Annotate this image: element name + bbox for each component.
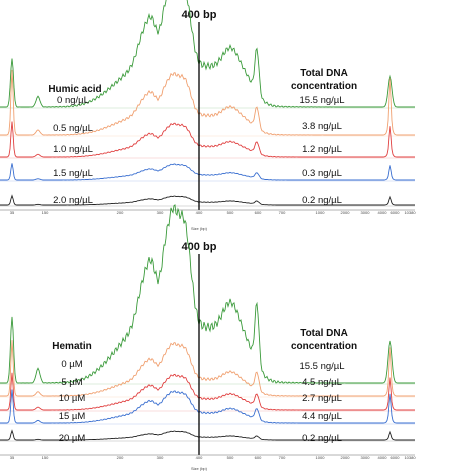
marker-label: 400 bp — [182, 9, 217, 21]
trace-line — [0, 389, 415, 424]
right-header-line1: Total DNA — [300, 328, 348, 339]
left-header: Hematin — [52, 341, 91, 352]
x-tick-label: 150 — [42, 210, 49, 215]
x-tick-label: 1000 — [316, 455, 326, 460]
trace-line — [0, 121, 415, 158]
trace-line — [0, 429, 415, 441]
concentration-label: 4.4 ng/µL — [302, 411, 342, 422]
concentration-label: 0.3 ng/µL — [302, 168, 342, 179]
x-tick-label: 10380 — [404, 455, 416, 460]
hematin-panel: 400 bp 35 150 200 300 400 500 600 700 1000 2000 30… — [0, 204, 416, 471]
x-tick-label: 500 — [227, 455, 234, 460]
series-name-label: 0.5 ng/µL — [53, 123, 93, 134]
x-tick-label: 400 — [196, 210, 203, 215]
series-name-label: 10 µM — [59, 393, 86, 404]
left-header: Humic acid — [48, 84, 101, 95]
trace-line — [0, 163, 415, 181]
humic-acid-panel: 400 bp 35 150 200 300 400 500 600 700 1000 2000 30… — [0, 0, 416, 231]
trace-line — [0, 204, 415, 384]
concentration-label: 1.2 ng/µL — [302, 144, 342, 155]
x-tick-label: 6000 — [391, 210, 401, 215]
concentration-label: 2.7 ng/µL — [302, 393, 342, 404]
trace-line — [0, 0, 415, 108]
trace-line — [0, 69, 415, 136]
x-tick-label: 500 — [227, 210, 234, 215]
x-tick-label: 3000 — [361, 455, 371, 460]
x-tick-label: 35 — [10, 210, 15, 215]
x-tick-label: 4000 — [378, 455, 388, 460]
series-name-label: 1.0 ng/µL — [53, 144, 93, 155]
x-tick-label: 10380 — [404, 210, 416, 215]
x-tick-label: 6000 — [391, 455, 401, 460]
series-name-label: 15 µM — [59, 411, 86, 422]
concentration-label: 0.2 ng/µL — [302, 195, 342, 206]
x-tick-label: 600 — [255, 210, 262, 215]
concentration-label: 15.5 ng/µL — [299, 361, 344, 372]
series-name-label: 20 µM — [59, 433, 86, 444]
concentration-label: 0.2 ng/µL — [302, 433, 342, 444]
concentration-label: 15.5 ng/µL — [299, 95, 344, 106]
x-tick-label: 4000 — [378, 210, 388, 215]
x-tick-label: 200 — [117, 210, 124, 215]
concentration-label: 4.5 ng/µL — [302, 377, 342, 388]
series-name-label: 1.5 ng/µL — [53, 168, 93, 179]
x-tick-label: 300 — [157, 455, 164, 460]
marker-label: 400 bp — [182, 241, 217, 253]
x-tick-label: 35 — [10, 455, 15, 460]
x-tick-label: 150 — [42, 455, 49, 460]
right-header-line1: Total DNA — [300, 68, 348, 79]
x-axis-label: Size (bp) — [191, 466, 208, 471]
x-tick-label: 400 — [196, 455, 203, 460]
x-tick-label: 300 — [157, 210, 164, 215]
series-name-label: 0 µM — [61, 359, 82, 370]
concentration-label: 3.8 ng/µL — [302, 121, 342, 132]
trace-line — [0, 372, 415, 411]
series-name-label: 0 ng/µL — [57, 95, 89, 106]
x-tick-label: 2000 — [341, 210, 351, 215]
trace-line — [0, 194, 415, 206]
x-tick-label: 700 — [279, 455, 286, 460]
x-tick-label: 3000 — [361, 210, 371, 215]
x-axis-label: Size (bp) — [191, 226, 208, 231]
trace-line — [0, 340, 415, 397]
series-name-label: 5 µM — [61, 377, 82, 388]
x-tick-label: 1000 — [316, 210, 326, 215]
series-name-label: 2.0 ng/µL — [53, 195, 93, 206]
right-header-line2: concentration — [291, 81, 357, 92]
right-header-line2: concentration — [291, 341, 357, 352]
x-tick-label: 200 — [117, 455, 124, 460]
x-tick-label: 600 — [255, 455, 262, 460]
x-tick-label: 2000 — [341, 455, 351, 460]
x-tick-label: 700 — [279, 210, 286, 215]
